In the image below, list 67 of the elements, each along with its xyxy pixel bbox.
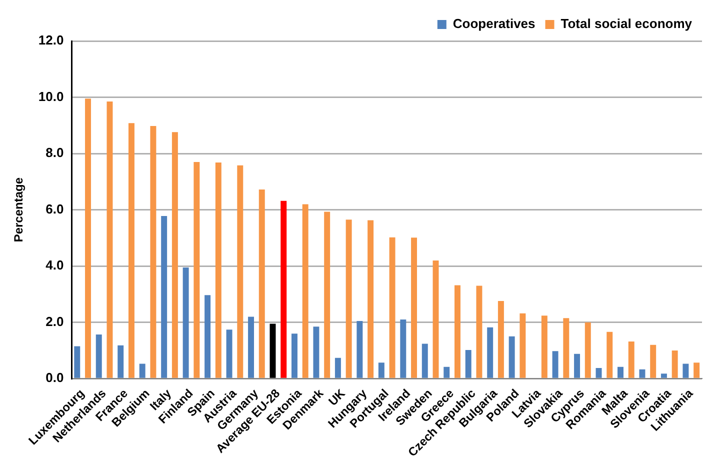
bar <box>574 354 580 378</box>
bar <box>422 344 428 378</box>
bar <box>672 350 678 378</box>
bar <box>128 123 134 378</box>
bar <box>356 320 363 378</box>
bar <box>237 165 244 378</box>
bar <box>334 358 341 378</box>
bar <box>150 126 156 378</box>
bar <box>172 132 178 378</box>
bar <box>85 98 91 378</box>
bar <box>628 342 634 378</box>
y-tick-label: 2.0 <box>46 314 64 329</box>
y-tick-label: 6.0 <box>46 201 64 216</box>
bar <box>563 318 570 378</box>
bar <box>302 204 308 378</box>
y-tick-label: 4.0 <box>46 258 64 273</box>
bar <box>139 364 146 378</box>
y-tick-label: 10.0 <box>38 88 64 104</box>
bar <box>270 324 276 378</box>
bar <box>346 220 352 378</box>
bar <box>432 260 439 378</box>
bar <box>444 366 450 378</box>
bar <box>454 285 460 378</box>
legend-label: Cooperatives <box>452 16 536 32</box>
bar <box>682 364 689 378</box>
bar <box>74 346 80 378</box>
bar <box>650 344 656 378</box>
y-tick-label: 0.0 <box>46 370 64 386</box>
bar <box>498 300 504 378</box>
bar <box>248 316 254 378</box>
bar <box>291 334 298 378</box>
bar <box>508 336 515 378</box>
bar <box>204 295 211 378</box>
bar <box>368 220 374 378</box>
bar <box>411 238 418 378</box>
bar <box>118 345 124 378</box>
bar <box>106 101 113 378</box>
bar <box>280 200 287 378</box>
bar <box>226 330 232 378</box>
bar <box>618 366 624 378</box>
bar <box>552 351 558 378</box>
y-axis-title: Percentage <box>12 177 26 242</box>
bar <box>465 350 472 378</box>
bar <box>476 286 482 378</box>
bar <box>96 334 102 378</box>
bar <box>258 190 265 378</box>
bar <box>520 313 526 378</box>
bar <box>487 327 494 378</box>
bar <box>313 326 320 378</box>
bar <box>660 374 667 378</box>
bar <box>161 216 168 378</box>
bar <box>324 212 330 378</box>
y-tick-label: 8.0 <box>46 145 64 160</box>
bar <box>596 368 602 378</box>
bar <box>694 362 700 378</box>
bar <box>182 268 189 378</box>
bar <box>639 369 646 378</box>
bar <box>541 316 548 378</box>
bar <box>389 237 396 378</box>
bar <box>584 322 591 378</box>
bar <box>606 332 613 378</box>
y-tick-label: 12.0 <box>38 32 64 48</box>
bar <box>215 162 222 378</box>
legend-label: Total social economy <box>560 16 693 32</box>
bar <box>400 320 406 378</box>
bar <box>194 162 200 378</box>
bar <box>378 362 384 378</box>
